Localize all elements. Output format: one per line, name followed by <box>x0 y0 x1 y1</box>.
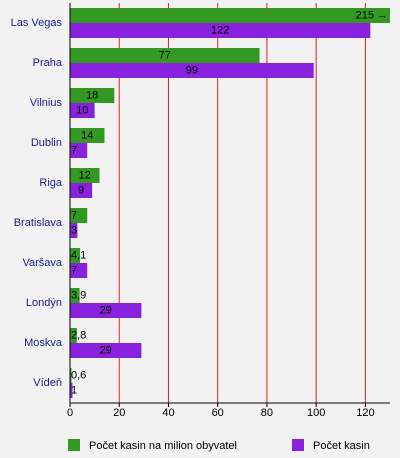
x-tick-label: 40 <box>162 407 174 419</box>
category-label: Bratislava <box>14 217 63 229</box>
data-label: 3 <box>71 224 77 236</box>
bars <box>70 8 390 398</box>
category-label: Moskva <box>24 337 63 349</box>
bar <box>70 168 100 183</box>
category-label: Dublin <box>31 137 62 149</box>
category-label: Riga <box>39 177 63 189</box>
data-label: 0,6 <box>71 369 86 381</box>
bar <box>70 208 88 223</box>
data-label: 29 <box>100 304 112 316</box>
category-label: Praha <box>33 57 63 69</box>
bar <box>70 128 105 143</box>
data-label: 7 <box>71 209 77 221</box>
legend-label: Počet kasin na milion obyvatel <box>89 440 237 452</box>
data-label: 99 <box>186 64 198 76</box>
data-label: 4,1 <box>71 249 86 261</box>
bar <box>70 143 88 158</box>
data-label: 29 <box>100 344 112 356</box>
bar <box>70 63 314 78</box>
bar <box>70 383 73 398</box>
bar <box>70 23 371 38</box>
legend-label: Počet kasin <box>313 440 370 452</box>
category-label: Vídeň <box>33 377 62 389</box>
x-tick-label: 20 <box>113 407 125 419</box>
legend-swatch <box>68 439 80 451</box>
x-tick-label: 0 <box>67 407 73 419</box>
category-label: Las Vegas <box>11 17 63 29</box>
bar <box>70 88 115 103</box>
bar <box>70 8 390 23</box>
data-label: 77 <box>159 49 171 61</box>
data-label: 18 <box>86 89 98 101</box>
bar <box>70 223 78 238</box>
bar <box>70 248 81 263</box>
bar <box>70 103 95 118</box>
data-label: 3,9 <box>71 289 86 301</box>
data-label: 7 <box>71 144 77 156</box>
category-label: Varšava <box>22 257 62 269</box>
data-label: 1 <box>71 384 77 396</box>
data-label: 10 <box>76 104 88 116</box>
category-label: Londýn <box>26 297 62 309</box>
bar <box>70 183 93 198</box>
x-tick-label: 120 <box>356 407 374 419</box>
data-label: 9 <box>78 184 84 196</box>
bar <box>70 288 80 303</box>
x-tick-label: 100 <box>307 407 325 419</box>
x-tick-label: 80 <box>261 407 273 419</box>
bar <box>70 368 72 383</box>
bar <box>70 328 77 343</box>
data-label: 14 <box>81 129 93 141</box>
data-label: 215 → <box>356 9 388 21</box>
data-label: 2,8 <box>71 329 86 341</box>
data-label: 7 <box>71 264 77 276</box>
data-label: 12 <box>79 169 91 181</box>
data-label: 122 <box>211 24 229 36</box>
bar <box>70 48 260 63</box>
category-label: Vilnius <box>30 97 63 109</box>
bar <box>70 263 88 278</box>
legend-swatch <box>292 439 304 451</box>
bar <box>70 303 142 318</box>
bar <box>70 343 142 358</box>
x-tick-label: 60 <box>212 407 224 419</box>
